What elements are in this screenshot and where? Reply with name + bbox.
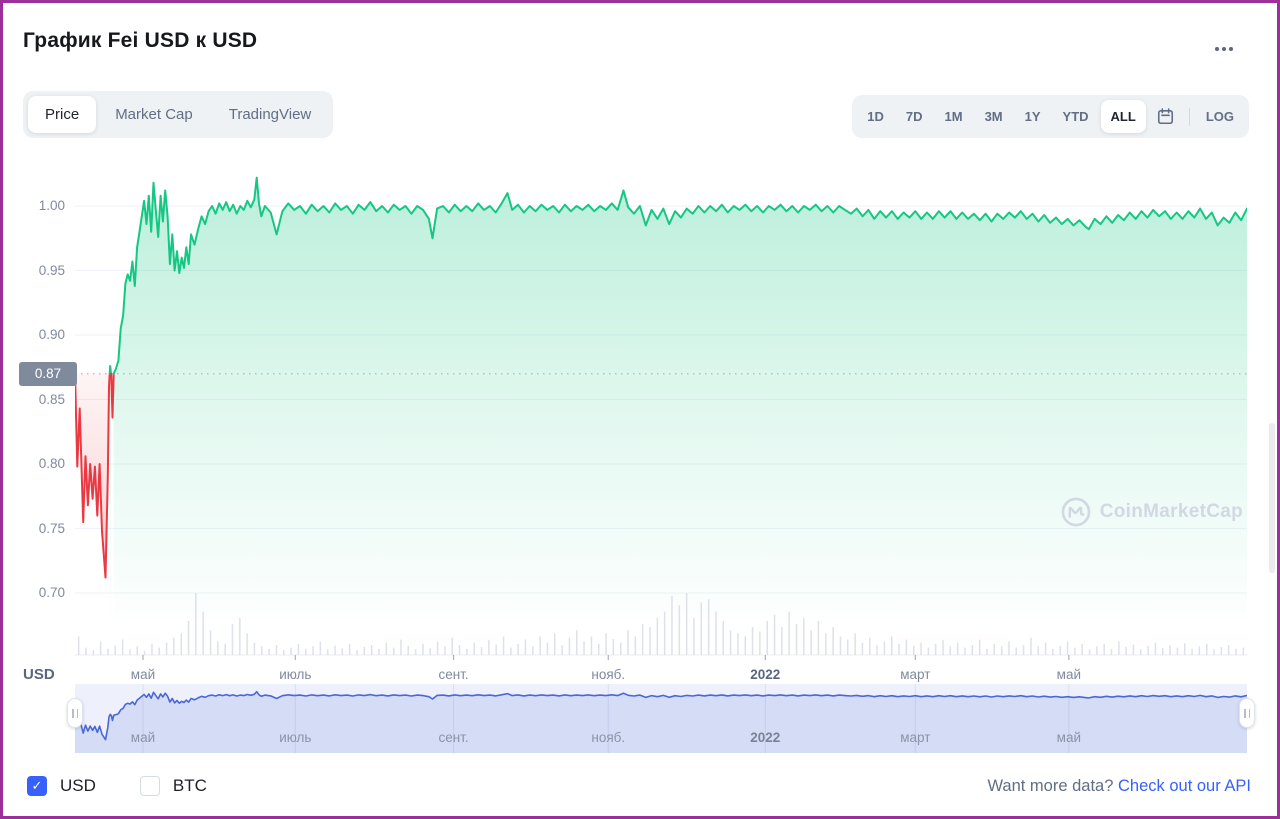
x-axis-label: июль	[279, 667, 312, 682]
checkbox-checked[interactable]: ✓	[27, 776, 47, 796]
range-all[interactable]: ALL	[1100, 100, 1146, 133]
y-axis-label: 0.95	[38, 262, 65, 278]
range-ytd[interactable]: YTD	[1053, 100, 1099, 133]
y-axis-label: 0.70	[38, 585, 65, 600]
calendar-button[interactable]	[1148, 102, 1183, 131]
currency-toggle-btc[interactable]: BTC	[139, 776, 207, 796]
navigator-axis-label: май	[130, 730, 156, 745]
watermark: CoinMarketCap	[1061, 497, 1243, 527]
x-axis-label: 2022	[750, 667, 781, 682]
tab-price[interactable]: Price	[28, 96, 97, 133]
coinmarketcap-logo-icon	[1061, 497, 1091, 527]
tab-tradingview[interactable]: TradingView	[212, 96, 329, 133]
x-axis-label: сент.	[438, 667, 469, 682]
range-7d[interactable]: 7D	[896, 100, 933, 133]
navigator-axis-label: нояб.	[591, 730, 626, 745]
x-axis-label: май	[130, 667, 156, 682]
navigator-axis-label: сент.	[438, 730, 469, 745]
currency-toggle-usd[interactable]: ✓ USD	[27, 776, 96, 796]
range-divider	[1188, 107, 1190, 126]
navigator-axis-label: май	[1056, 730, 1082, 745]
y-axis-unit-label: USD	[23, 666, 55, 683]
navigator-axis-label: июль	[279, 730, 312, 745]
navigator-axis-label: 2022	[750, 730, 781, 745]
y-axis-label: 0.90	[38, 327, 65, 342]
navigator-right-handle[interactable]	[1239, 698, 1255, 728]
chart-navigator: май июль сент. нояб. 2022 март май	[67, 684, 1255, 753]
x-axis-label: март	[900, 667, 931, 682]
navigator-left-handle[interactable]	[67, 698, 83, 728]
currency-label: BTC	[172, 776, 207, 795]
navigator-chart[interactable]	[75, 684, 1247, 753]
watermark-text: CoinMarketCap	[1099, 501, 1243, 522]
range-1m[interactable]: 1M	[935, 100, 973, 133]
more-data-text: Want more data?	[987, 776, 1114, 795]
range-1d[interactable]: 1D	[857, 100, 894, 133]
price-chart[interactable]	[75, 161, 1247, 661]
range-selector: 1D 7D 1M 3M 1Y YTD ALL LOG	[852, 95, 1249, 138]
footer-bar: ✓ USD BTC Want more data? Check out our AP…	[3, 766, 1277, 806]
checkbox-unchecked[interactable]	[139, 776, 160, 796]
y-axis-label: 0.80	[38, 456, 65, 471]
page-title: График Fei USD к USD	[23, 29, 258, 52]
more-dots-icon	[1215, 47, 1219, 51]
y-axis-label: 0.85	[38, 391, 65, 407]
currency-label: USD	[60, 776, 96, 795]
range-3m[interactable]: 3M	[975, 100, 1013, 133]
api-link[interactable]: Check out our API	[1118, 776, 1251, 795]
y-axis-label: 0.75	[38, 520, 65, 536]
y-axis-label: 1.00	[38, 198, 65, 213]
more-menu-button[interactable]	[1211, 43, 1237, 55]
calendar-icon	[1157, 108, 1173, 125]
x-axis-label: май	[1056, 667, 1082, 682]
log-scale-button[interactable]: LOG	[1196, 100, 1244, 133]
navigator-axis-label: март	[900, 730, 931, 745]
price-chart-area: 1.00 0.95 0.90 0.85 0.80 0.75 0.70 0.87 май июл…	[3, 161, 1277, 686]
x-axis-label: нояб.	[591, 667, 626, 682]
scrollbar-thumb[interactable]	[1269, 423, 1275, 573]
baseline-price-badge: 0.87	[19, 361, 77, 386]
range-1y[interactable]: 1Y	[1015, 100, 1051, 133]
chart-type-tabs: Price Market Cap TradingView	[23, 91, 334, 138]
tab-market-cap[interactable]: Market Cap	[98, 96, 210, 133]
